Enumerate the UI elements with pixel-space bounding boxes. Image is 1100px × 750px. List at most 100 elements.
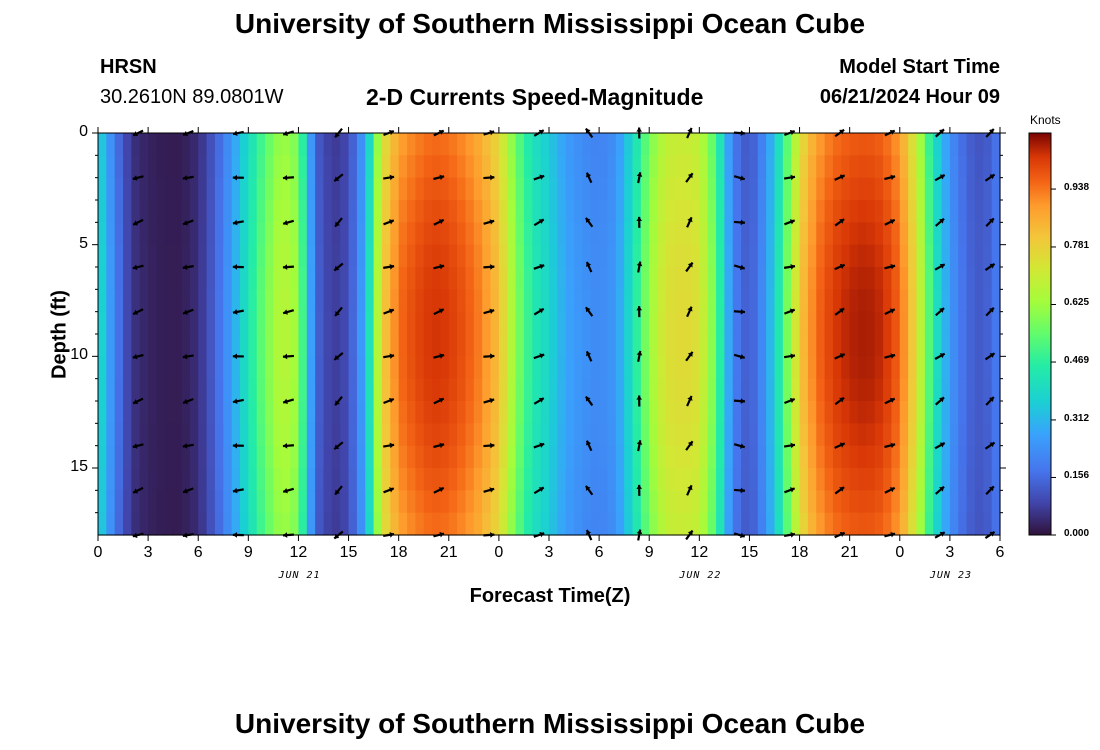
heatmap-cell (265, 490, 274, 514)
heatmap-cell (916, 356, 926, 380)
heatmap-cell (807, 378, 817, 402)
heatmap-cell (457, 200, 467, 223)
heatmap-cell (482, 155, 492, 179)
heatmap-cell (373, 356, 383, 380)
heatmap-cell (908, 222, 918, 246)
heatmap-cell (599, 378, 609, 402)
heatmap-cell (983, 177, 993, 201)
current-arrow (984, 441, 996, 450)
heatmap-cell (607, 311, 617, 335)
heatmap-cell (398, 445, 408, 469)
heatmap-cell (974, 155, 984, 179)
heatmap-cell (774, 401, 784, 424)
heatmap-cell (949, 334, 959, 357)
heatmap-cell (256, 289, 266, 313)
heatmap-cell (114, 289, 124, 313)
heatmap-cell (665, 289, 675, 313)
heatmap-cell (958, 311, 968, 335)
x-tick-label: 21 (439, 544, 458, 561)
heatmap-cell (841, 468, 851, 491)
heatmap-cell (624, 311, 634, 335)
heatmap-cell (849, 311, 859, 335)
heatmap-cell (983, 445, 993, 469)
heatmap-cell (532, 468, 542, 491)
heatmap-cell (849, 267, 859, 290)
heatmap-cell (958, 468, 968, 491)
heatmap-cell (565, 200, 575, 223)
heatmap-cell (832, 490, 842, 514)
heatmap-cell (632, 222, 642, 246)
heatmap-cell (582, 512, 592, 536)
heatmap-cell (841, 490, 851, 514)
heatmap-cell (916, 289, 926, 313)
heatmap-cell (958, 490, 968, 514)
heatmap-cell (290, 177, 300, 201)
heatmap-cell (223, 468, 233, 491)
heatmap-cell (415, 512, 425, 536)
heatmap-cell (682, 401, 692, 424)
heatmap-cell (557, 177, 567, 201)
heatmap-cell (657, 267, 667, 290)
heatmap-cell (223, 311, 233, 335)
heatmap-cell (407, 244, 416, 268)
heatmap-cell (916, 267, 926, 290)
heatmap-cell (265, 423, 274, 447)
heatmap-cell (206, 244, 216, 268)
heatmap-cell (164, 356, 174, 380)
axis-ticks (92, 127, 1006, 541)
heatmap-cell (674, 490, 684, 514)
heatmap-cell (432, 445, 442, 469)
heatmap-cell (665, 378, 675, 402)
heatmap-cell (482, 356, 492, 380)
heatmap-cell (866, 200, 876, 223)
heatmap-cell (273, 468, 283, 491)
heatmap-cell (858, 200, 867, 223)
heatmap-cell (991, 401, 1001, 424)
heatmap-cell (582, 155, 592, 179)
heatmap-cell (665, 155, 675, 179)
heatmap-cell (381, 334, 391, 357)
heatmap-cell (223, 244, 233, 268)
heatmap-cell (690, 334, 700, 357)
heatmap-cell (490, 133, 500, 156)
current-arrow (433, 174, 445, 181)
heatmap-cell (858, 244, 867, 268)
heatmap-cells (98, 133, 1001, 536)
heatmap-cell (432, 267, 442, 290)
heatmap-cell (214, 378, 224, 402)
heatmap-cell (883, 244, 893, 268)
x-tick-label: 6 (594, 544, 604, 561)
heatmap-cell (949, 177, 959, 201)
heatmap-cell (599, 177, 609, 201)
heatmap-cell (749, 423, 759, 447)
current-arrow (784, 397, 796, 404)
heatmap-cell (164, 155, 174, 179)
heatmap-cell (256, 244, 266, 268)
heatmap-cell (256, 133, 266, 156)
heatmap-cell (832, 177, 842, 201)
heatmap-cell (239, 356, 249, 380)
heatmap-cell (148, 356, 158, 380)
heatmap-cell (407, 378, 416, 402)
heatmap-cell (189, 267, 199, 290)
heatmap-cell (432, 334, 442, 357)
heatmap-cell (231, 356, 241, 380)
heatmap-cell (148, 222, 158, 246)
heatmap-cell (265, 445, 274, 469)
heatmap-cell (590, 512, 600, 536)
heatmap-cell (164, 133, 174, 156)
heatmap-cell (607, 222, 617, 246)
heatmap-cell (239, 401, 249, 424)
heatmap-cell (423, 244, 433, 268)
heatmap-cell (256, 200, 266, 223)
heatmap-cell (933, 155, 943, 179)
heatmap-cell (899, 200, 909, 223)
heatmap-cell (807, 155, 817, 179)
heatmap-cell (123, 311, 133, 335)
heatmap-cell (699, 244, 709, 268)
current-arrow (483, 397, 495, 404)
heatmap-cell (883, 267, 893, 290)
heatmap-cell (248, 155, 258, 179)
heatmap-cell (866, 512, 876, 536)
heatmap-cell (607, 512, 617, 536)
